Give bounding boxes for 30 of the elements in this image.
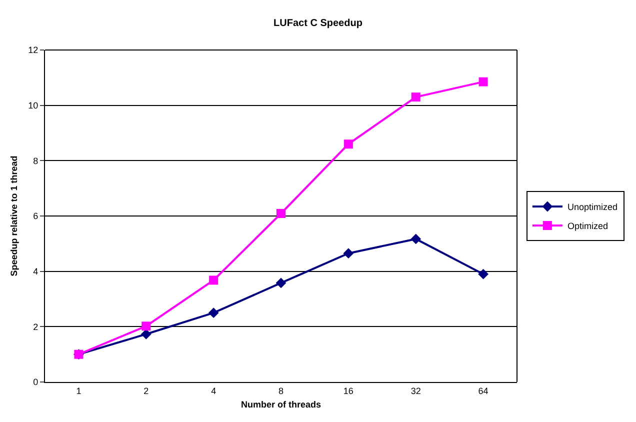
x-tick-label: 8 [278,386,284,396]
point [410,234,422,244]
point [142,322,151,331]
y-tick-label: 8 [33,156,38,166]
point [411,92,420,102]
point [478,268,488,280]
point [478,77,488,86]
point [209,276,218,285]
y-tick-label: 0 [33,377,38,388]
y-tick-label: 10 [28,100,38,110]
chart-title: LUFact C Speedup [274,18,362,29]
x-tick-label: 4 [211,386,216,396]
point [276,209,286,218]
x-tick-label: 2 [144,386,149,396]
point [276,278,286,288]
point [344,140,353,149]
x-tick-label: 32 [410,386,421,396]
y-axis-title: Speedup relative to 1 thread [9,156,19,276]
y-tick-label: 2 [33,322,38,332]
y-tick-label: 12 [28,45,38,56]
y-tick-label: 4 [33,266,38,276]
x-tick-label: 64 [478,386,488,396]
legend-label: Unoptimized [567,202,618,212]
x-tick-label: 16 [343,386,354,396]
x-tick-label: 1 [76,386,82,396]
point [208,308,219,318]
legend-label: Optimized [567,221,608,232]
y-tick-label: 6 [33,211,38,222]
point [343,248,354,259]
x-axis-title: Number of threads [240,400,322,410]
